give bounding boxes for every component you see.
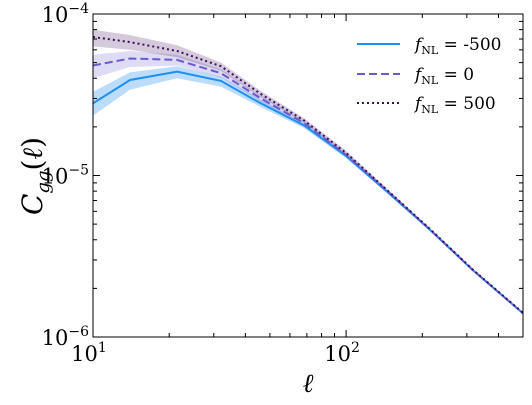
series-line-3 [93, 36, 523, 314]
legend-label-1: fNL = -500 [413, 35, 501, 57]
svg-text:Cgg(ℓ): Cgg(ℓ) [16, 137, 54, 215]
legend-label-2: fNL = 0 [413, 65, 474, 87]
legend-label-3: fNL = 500 [413, 94, 496, 116]
plot-frame [92, 13, 524, 338]
y-tick-label: 10−5 [42, 163, 89, 189]
legend: fNL = -500 fNL = 0 fNL = 500 [357, 35, 501, 116]
series-lines [93, 36, 523, 315]
x-tick-label: 102 [324, 340, 360, 366]
tick-labels: 101 102 10−6 10−5 10−4 [42, 1, 360, 366]
y-tick-label: 10−6 [42, 324, 89, 350]
band-2 [93, 51, 523, 314]
axis-ticks [92, 14, 524, 338]
x-tick-label: 101 [71, 340, 107, 366]
y-axis-title: Cgg(ℓ) [16, 137, 54, 215]
x-axis-title: ℓ [303, 369, 314, 399]
y-tick-label: 10−4 [42, 1, 89, 27]
